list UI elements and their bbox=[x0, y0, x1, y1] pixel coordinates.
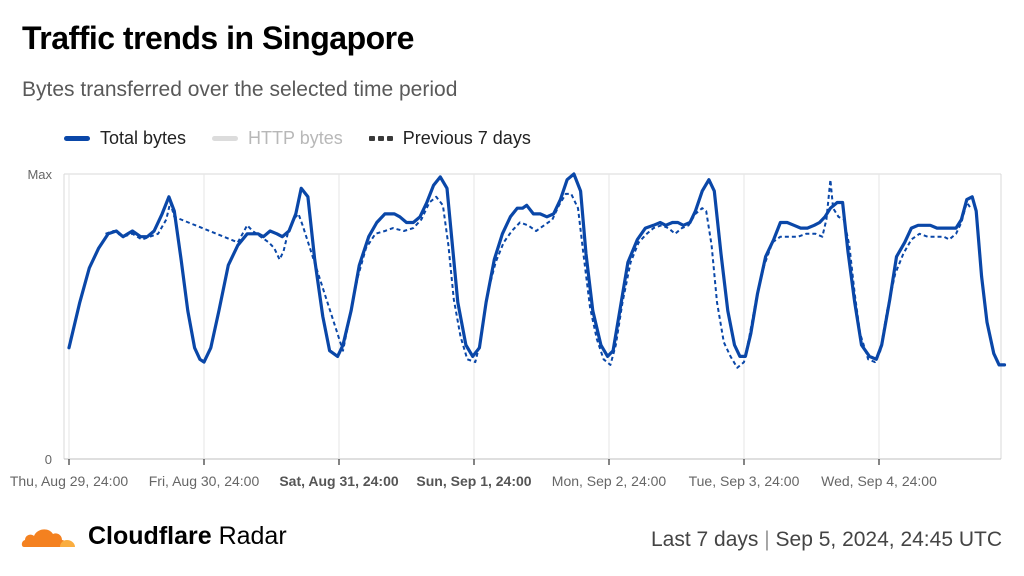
timestamp-label: Sep 5, 2024, 24:45 UTC bbox=[775, 528, 1002, 551]
chart-title: Traffic trends in Singapore bbox=[22, 20, 414, 56]
legend-swatch-total-bytes bbox=[64, 136, 90, 141]
y-tick-label-zero: 0 bbox=[45, 452, 52, 467]
chart-subtitle: Bytes transferred over the selected time… bbox=[22, 78, 458, 101]
time-range-separator: | bbox=[758, 528, 776, 551]
legend-swatch-previous-7-days bbox=[368, 136, 393, 141]
series-line-total-bytes bbox=[67, 172, 1007, 367]
legend-label-http-bytes: HTTP bytes bbox=[248, 128, 343, 148]
x-tick-label: Thu, Aug 29, 24:00 bbox=[10, 473, 129, 489]
y-tick-label-max: Max bbox=[27, 167, 52, 182]
cloudflare-logo-icon bbox=[21, 528, 75, 547]
time-range-label: Last 7 days bbox=[650, 528, 759, 551]
brand-name-light: Radar bbox=[211, 522, 287, 550]
x-tick-label: Mon, Sep 2, 24:00 bbox=[552, 473, 667, 489]
legend-swatch-http-bytes bbox=[212, 136, 239, 141]
x-tick-label: Sun, Sep 1, 24:00 bbox=[416, 473, 531, 489]
cloudflare-radar-brand: Cloudflare Radar bbox=[20, 522, 287, 551]
chart-legend: Total bytes HTTP bytes Previous 7 days bbox=[64, 128, 531, 149]
legend-item-previous-7-days[interactable]: Previous 7 days bbox=[368, 128, 531, 149]
legend-item-total-bytes[interactable]: Total bytes bbox=[64, 128, 186, 149]
x-tick-label: Fri, Aug 30, 24:00 bbox=[149, 473, 260, 489]
legend-label-total-bytes: Total bytes bbox=[100, 128, 187, 148]
time-range-info: Last 7 days | Sep 5, 2024, 24:45 UTC bbox=[651, 528, 1002, 552]
legend-item-http-bytes[interactable]: HTTP bytes bbox=[212, 128, 343, 149]
x-tick-label: Wed, Sep 4, 24:00 bbox=[821, 473, 937, 489]
brand-name-bold: Cloudflare bbox=[88, 522, 212, 550]
series-line-previous-7-days bbox=[105, 178, 972, 369]
x-tick-label: Tue, Sep 3, 24:00 bbox=[689, 473, 800, 489]
x-tick-label: Sat, Aug 31, 24:00 bbox=[279, 473, 399, 489]
traffic-line-chart: Max 0 Thu, Aug 29, 24:00 Fri, Aug 30, 24:00… bbox=[10, 167, 1007, 489]
legend-label-previous-7-days: Previous 7 days bbox=[402, 128, 531, 148]
